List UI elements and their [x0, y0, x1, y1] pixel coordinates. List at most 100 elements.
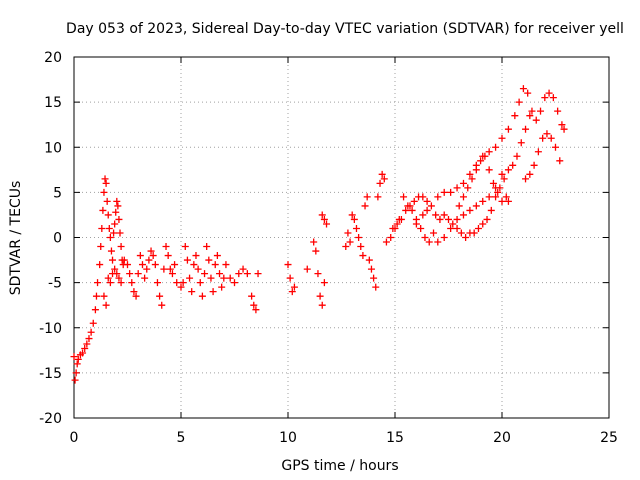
data-point — [134, 270, 142, 278]
data-point — [72, 369, 80, 377]
data-point — [449, 220, 457, 228]
data-point — [453, 224, 461, 232]
data-point — [83, 340, 91, 348]
data-point — [81, 345, 89, 353]
data-point — [363, 193, 371, 201]
data-point — [545, 89, 553, 97]
y-tick-label: 15 — [44, 95, 62, 111]
data-point — [530, 161, 538, 169]
data-point — [367, 265, 375, 273]
data-point — [186, 274, 194, 282]
data-point — [173, 279, 181, 287]
data-point — [106, 279, 114, 287]
data-point — [423, 206, 431, 214]
data-point — [387, 234, 395, 241]
data-point — [310, 238, 318, 246]
x-tick-label: 25 — [600, 430, 618, 446]
data-point — [504, 166, 512, 174]
data-point — [112, 208, 120, 216]
data-point — [423, 197, 431, 205]
data-point — [235, 270, 243, 278]
data-point — [177, 283, 185, 291]
data-point — [374, 193, 382, 201]
data-point — [120, 256, 128, 264]
data-point — [400, 193, 408, 201]
data-point — [117, 243, 125, 251]
data-point — [522, 175, 530, 183]
y-tick-label: -15 — [39, 366, 62, 382]
data-point — [489, 179, 497, 187]
data-point — [459, 211, 467, 219]
data-point — [466, 170, 474, 178]
y-tick-label: 10 — [44, 140, 62, 156]
data-point — [104, 211, 112, 219]
data-point — [160, 265, 168, 273]
series-marks — [70, 85, 568, 384]
data-point — [361, 202, 369, 210]
data-point — [479, 197, 487, 205]
data-point — [183, 256, 191, 264]
data-point — [511, 112, 519, 120]
data-point — [502, 193, 510, 201]
data-point — [203, 243, 211, 251]
x-tick-label: 5 — [177, 430, 186, 446]
x-axis-label: GPS time / hours — [281, 458, 398, 474]
data-point — [124, 261, 131, 269]
data-point — [96, 261, 104, 269]
data-point — [190, 261, 198, 269]
data-point — [344, 229, 352, 237]
data-point — [222, 261, 230, 269]
data-point — [168, 270, 176, 278]
data-point — [496, 184, 504, 192]
data-point — [166, 265, 174, 273]
data-point — [406, 202, 414, 210]
data-point — [114, 202, 122, 210]
y-axis-label: SDTVAR / TECUs — [8, 181, 24, 296]
data-point — [539, 134, 547, 142]
data-point — [216, 270, 224, 278]
data-point — [434, 238, 442, 246]
data-point — [534, 148, 542, 156]
x-tick-label: 15 — [386, 430, 404, 446]
data-point — [130, 288, 138, 296]
data-point — [419, 211, 427, 219]
data-point — [107, 247, 115, 255]
data-point — [156, 292, 164, 300]
data-point — [479, 220, 487, 228]
data-point — [397, 215, 405, 223]
data-point — [519, 85, 527, 93]
data-point — [103, 197, 111, 205]
data-point — [211, 261, 219, 269]
data-point — [115, 274, 123, 282]
data-point — [89, 319, 97, 327]
data-point — [201, 270, 209, 278]
data-point — [102, 301, 110, 309]
data-point — [380, 175, 388, 183]
data-point — [79, 349, 87, 357]
data-point — [485, 166, 493, 174]
data-point — [357, 243, 365, 251]
data-point — [136, 252, 144, 260]
data-point — [312, 247, 320, 255]
data-point — [141, 274, 149, 282]
data-point — [554, 107, 562, 115]
data-point — [498, 197, 506, 205]
data-point — [453, 184, 461, 192]
data-point — [560, 125, 568, 133]
y-tick-label: -20 — [39, 411, 62, 427]
data-point — [149, 252, 157, 260]
data-point — [316, 292, 324, 300]
data-point — [290, 283, 298, 291]
data-point — [288, 288, 296, 296]
data-point — [231, 279, 238, 287]
y-tick-label: -10 — [39, 321, 62, 337]
data-point — [372, 283, 380, 291]
data-point — [239, 265, 247, 273]
data-point — [453, 215, 461, 223]
data-point — [549, 94, 557, 102]
data-point — [472, 166, 480, 174]
data-point — [194, 265, 202, 273]
data-point — [464, 184, 472, 192]
data-point — [440, 211, 448, 219]
